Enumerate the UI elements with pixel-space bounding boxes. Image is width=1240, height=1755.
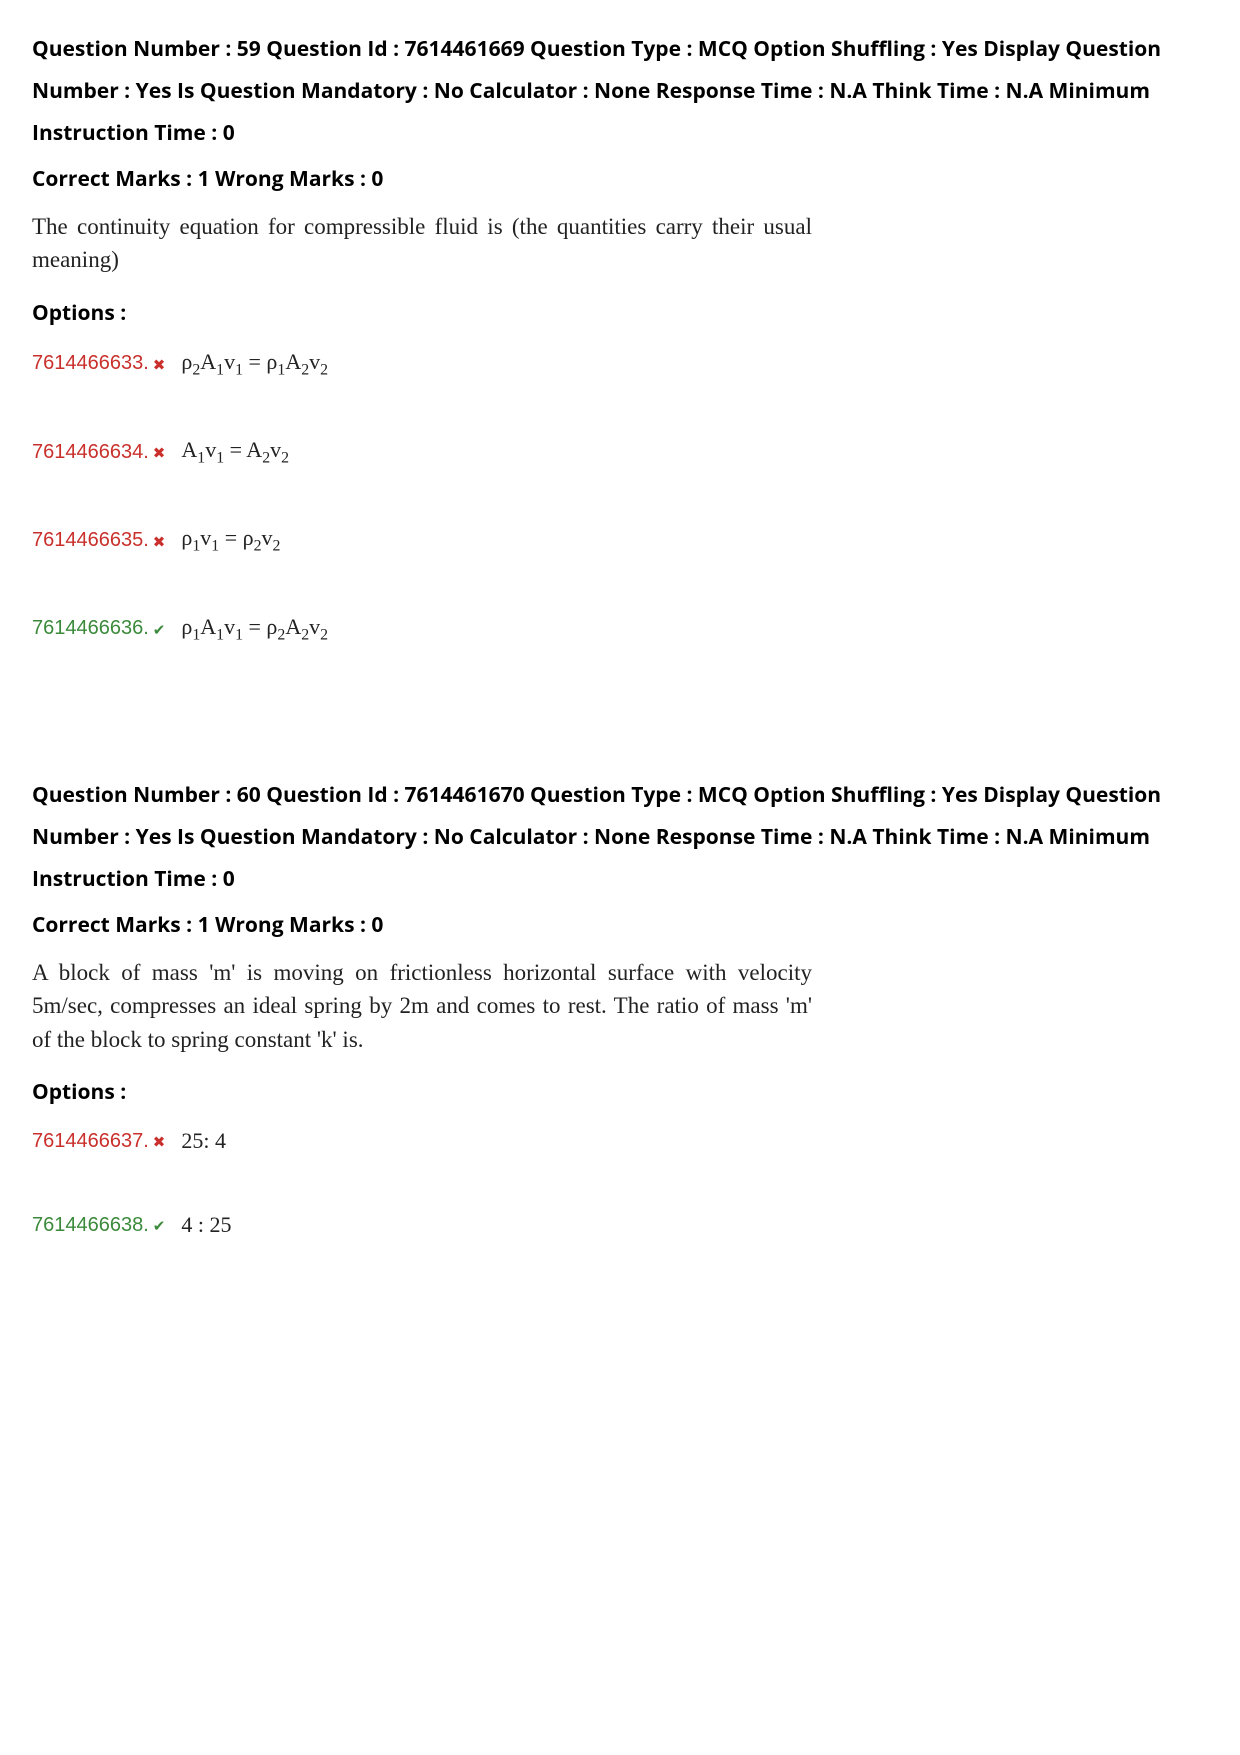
option-id: 7614466635. <box>32 529 149 552</box>
cross-icon: ✖ <box>153 532 166 552</box>
option-formula: ρ2A1v1 = ρ1A2v2 <box>181 349 328 379</box>
option-formula: 4 : 25 <box>181 1212 231 1238</box>
question-meta: Question Number : 60 Question Id : 76144… <box>32 774 1208 900</box>
cross-icon: ✖ <box>153 355 166 375</box>
option-id: 7614466634. <box>32 441 149 464</box>
cross-icon: ✖ <box>153 443 166 463</box>
option-id: 7614466633. <box>32 352 149 375</box>
check-icon: ✔ <box>153 620 166 640</box>
question-meta: Question Number : 59 Question Id : 76144… <box>32 28 1208 154</box>
option-row: 7614466636.✔ ρ1A1v1 = ρ2A2v2 <box>32 614 1208 644</box>
option-id: 7614466637. <box>32 1130 149 1153</box>
question-marks: Correct Marks : 1 Wrong Marks : 0 <box>32 906 1208 946</box>
check-icon: ✔ <box>153 1216 166 1236</box>
question-block: Question Number : 59 Question Id : 76144… <box>32 28 1208 644</box>
option-row: 7614466637.✖ 25: 4 <box>32 1128 1208 1154</box>
options-heading: Options : <box>32 299 1208 327</box>
option-row: 7614466638.✔ 4 : 25 <box>32 1212 1208 1238</box>
question-text: A block of mass 'm' is moving on frictio… <box>32 956 812 1056</box>
option-id: 7614466638. <box>32 1214 149 1237</box>
option-id: 7614466636. <box>32 617 149 640</box>
question-marks: Correct Marks : 1 Wrong Marks : 0 <box>32 160 1208 200</box>
option-formula: A1v1 = A2v2 <box>181 437 289 467</box>
question-block: Question Number : 60 Question Id : 76144… <box>32 774 1208 1238</box>
option-row: 7614466634.✖ A1v1 = A2v2 <box>32 437 1208 467</box>
option-formula: ρ1v1 = ρ2v2 <box>181 525 280 555</box>
option-row: 7614466633.✖ ρ2A1v1 = ρ1A2v2 <box>32 349 1208 379</box>
options-heading: Options : <box>32 1078 1208 1106</box>
cross-icon: ✖ <box>153 1132 166 1152</box>
option-formula: ρ1A1v1 = ρ2A2v2 <box>181 614 328 644</box>
option-formula: 25: 4 <box>181 1128 226 1154</box>
question-text: The continuity equation for compressible… <box>32 210 812 277</box>
option-row: 7614466635.✖ ρ1v1 = ρ2v2 <box>32 525 1208 555</box>
